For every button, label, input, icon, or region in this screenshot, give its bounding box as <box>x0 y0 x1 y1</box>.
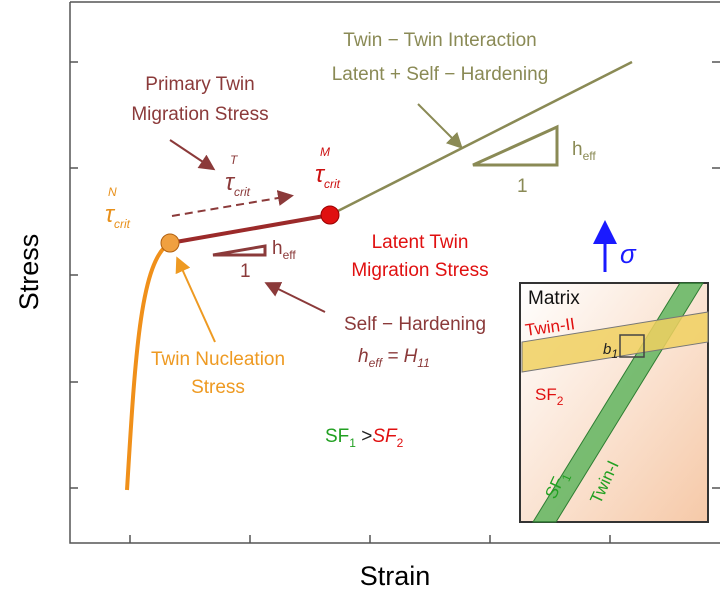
text-part: SF <box>535 385 557 404</box>
self-eq: heff = H11 <box>358 346 430 370</box>
text-part: = H <box>382 346 418 367</box>
nucleation-label: Twin Nucleation <box>151 349 285 370</box>
text-part: T <box>230 153 239 167</box>
text-part: crit <box>114 217 131 231</box>
primary-label: Primary Twin <box>145 74 254 95</box>
migration-point <box>320 205 340 225</box>
text-part: 1 <box>611 347 618 361</box>
self-one: 1 <box>240 261 251 282</box>
inset-b: b1 <box>603 341 618 361</box>
text-part: τ <box>315 161 326 188</box>
axes-frame <box>69 1 720 544</box>
text-part: h <box>358 346 369 367</box>
interaction-label: Latent + Self − Hardening <box>332 64 549 85</box>
slope-triangle <box>472 124 559 167</box>
x-axis-label: Strain <box>360 561 431 591</box>
slope-one: 1 <box>517 176 528 197</box>
inset-matrix: Matrix <box>528 288 580 309</box>
text-part: eff <box>283 248 297 262</box>
text-part: SF <box>325 426 349 447</box>
self-arrow <box>264 282 326 313</box>
text-part: b <box>603 341 611 358</box>
interaction-label: Twin − Twin Interaction <box>343 30 536 51</box>
latent-label: Latent Twin <box>372 232 469 253</box>
self-hardening-line <box>169 213 331 245</box>
nucleation-point <box>160 233 180 253</box>
interaction-arrow <box>417 103 463 149</box>
text-part: eff <box>369 356 384 370</box>
inset-sf2: SF2 <box>535 385 564 408</box>
dashed-arrow <box>171 190 294 217</box>
nucleation-label: Stress <box>191 377 245 398</box>
text-part: SF <box>372 426 398 447</box>
nucleation-curve <box>125 241 172 491</box>
text-part: 1 <box>349 436 356 450</box>
self-triangle <box>212 244 267 257</box>
tau-t: τcrit T <box>225 153 251 199</box>
text-part: τ <box>105 201 116 228</box>
inset: Matrix Twin-II b1 SF2 SF1 Twin-I <box>519 282 709 523</box>
text-part: 2 <box>557 394 564 408</box>
primary-arrow <box>169 139 216 171</box>
primary-label: Migration Stress <box>131 104 268 125</box>
text-part: eff <box>583 149 597 163</box>
self-h-eff: heff <box>272 238 296 262</box>
tau-m: τcrit M <box>315 145 341 191</box>
text-part: 2 <box>397 436 404 450</box>
self-label: Self − Hardening <box>344 314 486 335</box>
text-part: h <box>272 238 283 259</box>
h-eff: heff <box>572 139 596 163</box>
text-part: > <box>356 426 372 447</box>
text-part: crit <box>234 185 251 199</box>
tau-n: τcrit N <box>105 185 131 231</box>
text-part: τ <box>225 169 236 196</box>
text-part: 11 <box>417 356 429 370</box>
y-axis-label: Stress <box>14 234 44 311</box>
sigma: σ <box>620 239 637 269</box>
text-part: N <box>108 185 117 199</box>
latent-label: Migration Stress <box>351 260 488 281</box>
text-part: M <box>320 145 330 159</box>
interaction-line <box>329 60 633 217</box>
text-part: h <box>572 139 583 160</box>
sf-compare: SF1 >SF2 <box>325 426 404 450</box>
text-part: crit <box>324 177 341 191</box>
nucleation-arrow <box>175 256 216 343</box>
